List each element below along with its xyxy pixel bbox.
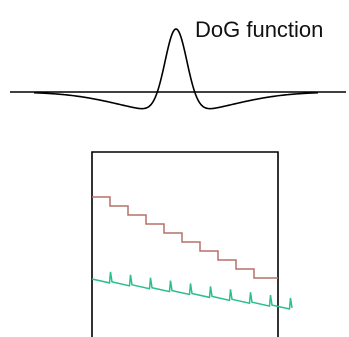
dog-label: DoG function bbox=[195, 17, 323, 42]
step-panel-frame bbox=[91, 151, 279, 337]
lower-sawtooth-trace bbox=[91, 271, 293, 310]
step-panel bbox=[91, 151, 293, 337]
dog-panel: DoG function bbox=[10, 17, 346, 110]
upper-staircase-trace bbox=[92, 196, 278, 279]
dog-curve bbox=[33, 28, 319, 110]
